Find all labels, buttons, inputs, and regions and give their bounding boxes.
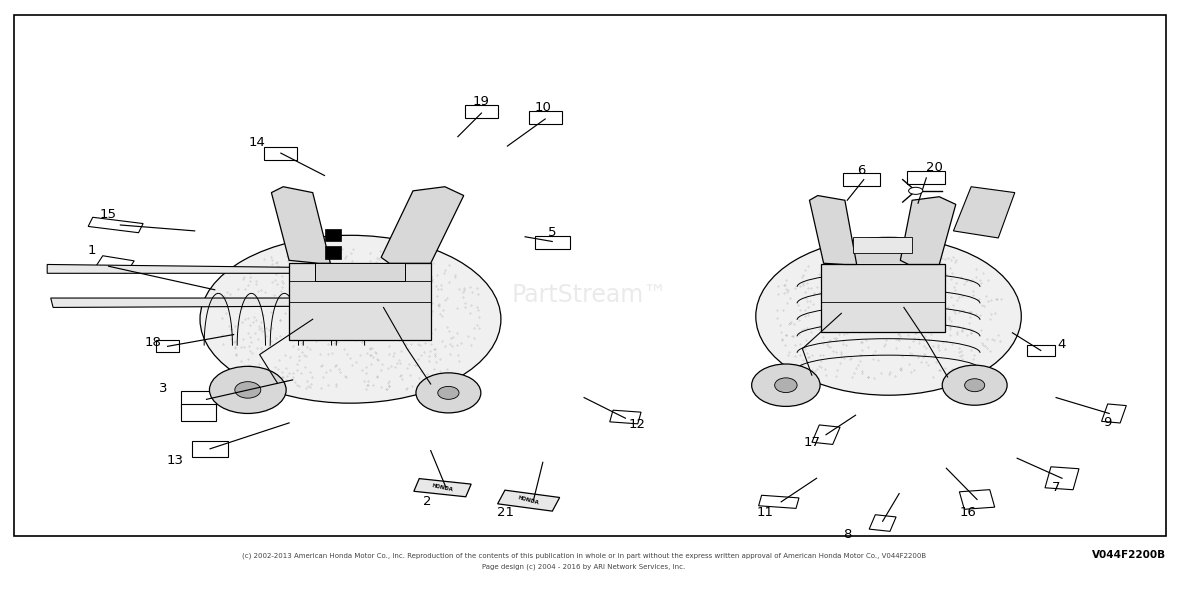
Polygon shape (953, 187, 1015, 238)
Text: Page design (c) 2004 - 2016 by ARI Network Services, Inc.: Page design (c) 2004 - 2016 by ARI Netwo… (483, 563, 686, 570)
Text: 16: 16 (959, 506, 976, 519)
FancyBboxPatch shape (821, 264, 945, 332)
Bar (324, 229, 341, 241)
Bar (192, 441, 228, 457)
Text: 18: 18 (145, 336, 162, 349)
Ellipse shape (909, 187, 923, 194)
Text: 12: 12 (629, 418, 645, 431)
Text: PartStream™: PartStream™ (512, 283, 668, 306)
Bar (88, 217, 143, 233)
Text: 14: 14 (249, 136, 266, 149)
Bar (907, 171, 945, 184)
Text: V044F2200B: V044F2200B (1092, 551, 1166, 560)
Text: (c) 2002-2013 American Honda Motor Co., Inc. Reproduction of the contents of thi: (c) 2002-2013 American Honda Motor Co., … (242, 552, 926, 559)
Text: 17: 17 (804, 436, 820, 449)
Text: 10: 10 (535, 101, 551, 114)
Ellipse shape (774, 378, 798, 393)
Bar (529, 111, 562, 124)
Ellipse shape (415, 373, 481, 413)
Polygon shape (271, 187, 330, 263)
Ellipse shape (235, 382, 261, 398)
Polygon shape (900, 197, 956, 264)
Text: 13: 13 (166, 454, 183, 467)
Text: 7: 7 (1051, 481, 1061, 494)
Text: 3: 3 (158, 382, 168, 395)
Bar (759, 495, 799, 508)
Bar (1027, 345, 1055, 356)
Bar (14, 15, 1166, 536)
Bar (264, 147, 297, 160)
Bar (843, 250, 923, 264)
Bar (156, 340, 179, 352)
Text: HONDA: HONDA (518, 495, 539, 506)
Text: 21: 21 (497, 506, 513, 519)
Bar (94, 256, 135, 273)
Text: 11: 11 (756, 506, 773, 519)
Bar (812, 425, 840, 445)
Text: 6: 6 (857, 164, 866, 177)
Bar (843, 173, 880, 186)
Ellipse shape (755, 237, 1021, 395)
Text: 2: 2 (422, 495, 432, 508)
Text: 5: 5 (548, 226, 557, 239)
Bar (181, 404, 216, 421)
Ellipse shape (438, 386, 459, 399)
Bar (324, 246, 341, 259)
Ellipse shape (942, 365, 1007, 405)
Bar (610, 410, 641, 424)
Bar (1102, 404, 1126, 423)
Polygon shape (47, 264, 301, 273)
Bar (315, 263, 405, 281)
Polygon shape (51, 298, 301, 307)
Text: 9: 9 (1102, 416, 1112, 429)
Text: 15: 15 (100, 209, 117, 221)
Bar (181, 391, 216, 408)
Ellipse shape (210, 366, 286, 413)
Ellipse shape (752, 364, 820, 406)
Bar (959, 489, 995, 509)
Text: 20: 20 (926, 161, 943, 174)
Bar (414, 479, 471, 497)
Text: 8: 8 (843, 528, 852, 541)
FancyBboxPatch shape (289, 263, 431, 340)
Polygon shape (381, 187, 464, 263)
Text: 4: 4 (1057, 338, 1067, 351)
Text: 1: 1 (87, 244, 97, 257)
Bar (535, 236, 570, 249)
Bar (870, 515, 896, 531)
Ellipse shape (199, 235, 500, 403)
Bar (498, 490, 559, 511)
Text: 19: 19 (473, 95, 490, 108)
Bar (465, 105, 498, 118)
Bar (1045, 467, 1079, 489)
Polygon shape (809, 196, 857, 264)
Bar (853, 237, 912, 253)
Ellipse shape (965, 379, 985, 392)
Text: HONDA: HONDA (432, 483, 453, 492)
